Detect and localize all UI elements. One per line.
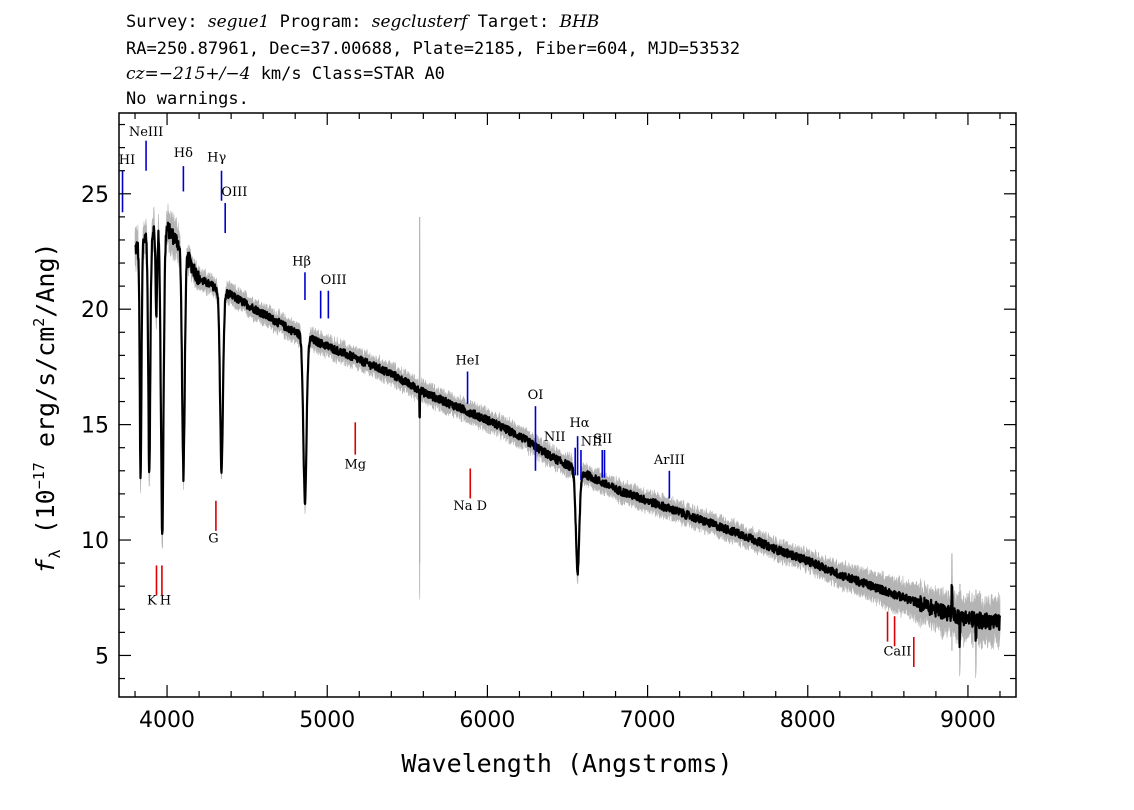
- y-title-exp1: −17: [30, 462, 48, 489]
- y-tick-label: 5: [95, 644, 109, 669]
- emission-label: NII: [581, 434, 603, 449]
- emission-line-8: HeI: [455, 354, 480, 404]
- header-line-warnings: No warnings.: [126, 89, 249, 109]
- emission-line-0: HI: [119, 153, 135, 213]
- emission-label: SII: [593, 432, 612, 447]
- absorption-label: G: [208, 531, 218, 546]
- emission-label: NII: [544, 430, 566, 445]
- y-title-exp2: 2: [30, 318, 48, 327]
- absorption-line-0: K: [147, 565, 158, 609]
- emission-line-4: OIII: [221, 185, 247, 234]
- absorption-line-5: CaII: [883, 611, 911, 659]
- emission-line-12: NII: [580, 434, 603, 481]
- emission-label: ArIII: [653, 453, 685, 468]
- y-axis-title: fλ (10−17 erg/s/cm2/Ang): [30, 242, 64, 573]
- x-tick-label: 7000: [620, 708, 676, 733]
- emission-line-1: NeIII: [129, 125, 163, 171]
- absorption-label: CaII: [883, 644, 911, 659]
- header-part: Survey:: [126, 12, 208, 32]
- absorption-label: Mg: [344, 457, 366, 472]
- y-tick-label: 15: [81, 414, 109, 439]
- y-title-f: f: [31, 558, 60, 574]
- x-tick-label: 9000: [940, 708, 996, 733]
- emission-label: Hβ: [292, 254, 311, 269]
- absorption-line-1: H: [160, 565, 171, 609]
- emission-line-9: OI: [528, 388, 544, 471]
- emission-label: HI: [119, 153, 135, 168]
- emission-label: Hγ: [207, 150, 226, 165]
- header-part: cz=−215+/−4: [126, 64, 250, 84]
- y-tick-label: 10: [81, 529, 109, 554]
- emission-label: Hα: [569, 416, 589, 431]
- x-tick-label: 6000: [459, 708, 515, 733]
- error-band: [134, 203, 1001, 679]
- emission-label: OI: [528, 388, 544, 403]
- x-tick-label: 5000: [299, 708, 355, 733]
- absorption-label: H: [160, 594, 171, 609]
- flux-series-line: [134, 221, 1002, 649]
- header-part: BHB: [558, 12, 599, 32]
- x-axis-title: Wavelength (Angstroms): [401, 749, 732, 778]
- absorption-line-3: Mg: [344, 422, 366, 472]
- emission-line-15: ArIII: [653, 453, 685, 499]
- y-tick-label: 20: [81, 298, 109, 323]
- emission-label: OIII: [221, 185, 247, 200]
- emission-label: HeI: [455, 354, 479, 369]
- emission-line-2: Hδ: [174, 146, 193, 192]
- emission-label: OIII: [321, 273, 347, 288]
- header-part: segclusterf: [372, 12, 470, 32]
- absorption-label: K: [147, 594, 157, 609]
- header-part: km/s Class=STAR A0: [250, 64, 444, 84]
- emission-line-13: SII: [593, 432, 612, 478]
- emission-line-11: Hα: [569, 416, 590, 476]
- y-axis: 5 10 15 20 25: [81, 123, 1016, 680]
- absorption-line-4: Na D: [453, 468, 487, 514]
- x-tick-label: 8000: [780, 708, 836, 733]
- header-part: Target:: [467, 12, 559, 32]
- emission-line-10: NII: [544, 430, 576, 476]
- emission-label: Hδ: [174, 146, 193, 161]
- y-title-sub: λ: [46, 549, 64, 558]
- header-line-coordinates: RA=250.87961, Dec=37.00688, Plate=2185, …: [126, 39, 740, 59]
- emission-line-5: Hβ: [292, 254, 311, 300]
- emission-line-3: Hγ: [207, 150, 226, 201]
- emission-line-6: OIII: [319, 273, 347, 319]
- x-axis: 4000 5000 6000 7000 8000 9000: [134, 113, 1001, 733]
- y-title-c: /Ang): [31, 242, 60, 317]
- y-title-a: (10: [31, 489, 60, 549]
- absorption-line-2: G: [208, 500, 219, 546]
- plot-clip-group: [134, 203, 1002, 679]
- y-title-b: erg/s/cm: [31, 327, 60, 462]
- header-part: Program:: [269, 12, 371, 32]
- plot-frame: [118, 112, 1017, 698]
- header-part: segue1: [208, 12, 270, 32]
- x-tick-label: 4000: [139, 708, 195, 733]
- y-tick-label: 25: [81, 183, 109, 208]
- chart-header: Survey: segue1 Program: segclusterf Targ…: [126, 12, 740, 109]
- absorption-label: Na D: [453, 499, 487, 514]
- emission-label: NeIII: [129, 125, 163, 140]
- header-line-survey: Survey: segue1 Program: segclusterf Targ…: [126, 12, 599, 32]
- header-line-redshift: cz=−215+/−4 km/s Class=STAR A0: [126, 64, 445, 84]
